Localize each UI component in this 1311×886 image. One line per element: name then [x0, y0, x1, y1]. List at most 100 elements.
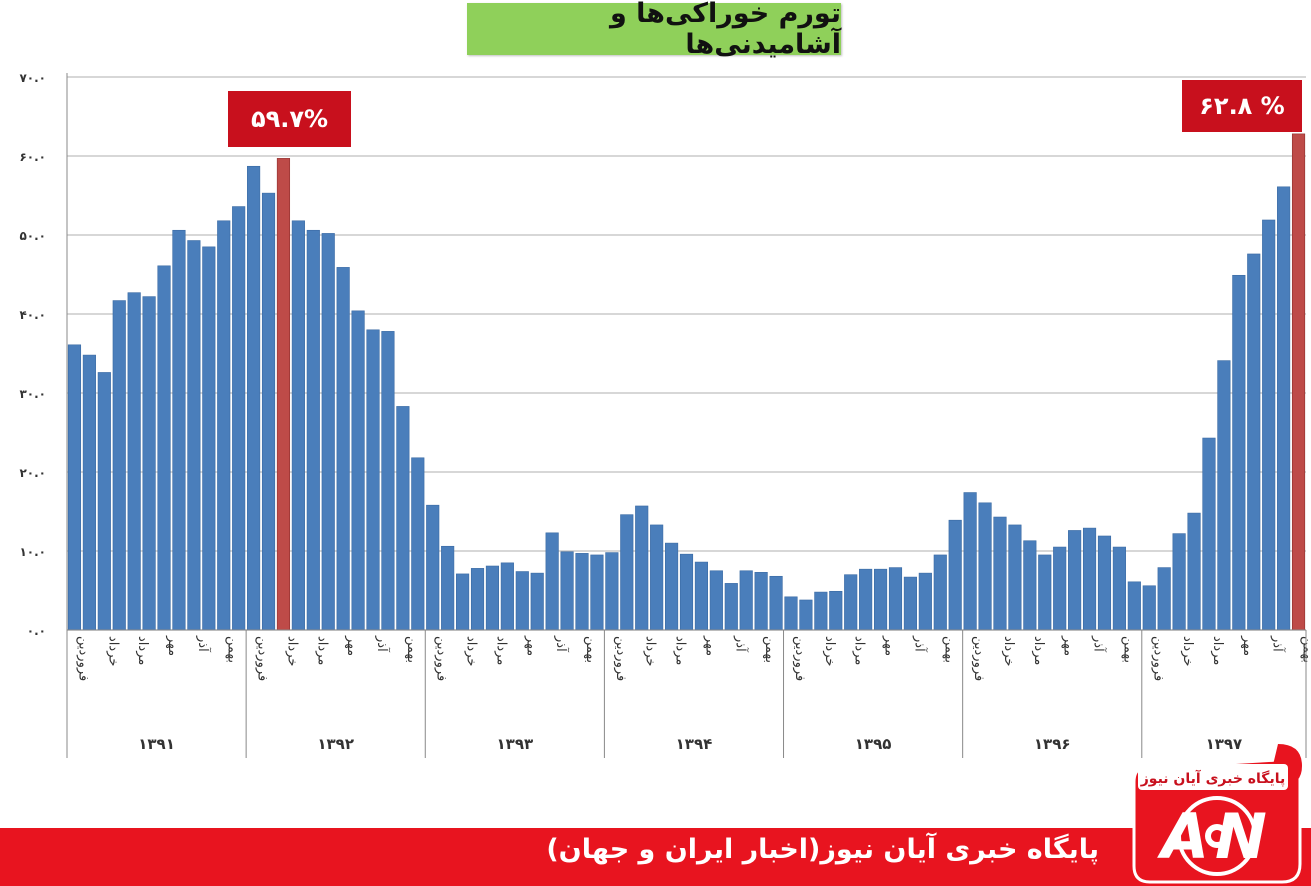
- bar: [650, 524, 664, 631]
- x-tick-label: فروردین: [255, 636, 270, 681]
- year-label: ۱۳۹۶: [1034, 735, 1071, 753]
- peak-1392-label: ۵۹.۷%: [228, 91, 351, 147]
- bar: [829, 590, 843, 631]
- year-label: ۱۳۹۱: [138, 735, 175, 753]
- bar: [456, 573, 470, 631]
- x-tick-label: خرداد: [464, 636, 479, 666]
- bar: [1217, 360, 1231, 631]
- bar: [1023, 540, 1037, 631]
- bar: [620, 514, 634, 631]
- bar: [202, 246, 216, 631]
- x-tick-label: خرداد: [822, 636, 837, 666]
- bar: [694, 561, 708, 631]
- bar: [97, 372, 111, 631]
- bar: [217, 220, 231, 631]
- x-tick-label: مرداد: [1031, 636, 1046, 665]
- x-tick-label: فروردین: [971, 636, 986, 681]
- bar: [814, 591, 828, 631]
- bar: [1142, 585, 1156, 631]
- bar: [754, 572, 768, 631]
- x-tick-label: خرداد: [1180, 636, 1195, 666]
- bar: [918, 572, 932, 631]
- bar: [396, 406, 410, 631]
- bar: [799, 599, 813, 631]
- bar: [724, 583, 738, 631]
- x-tick-label: فروردین: [792, 636, 807, 681]
- bar: [306, 229, 320, 631]
- x-tick-label: مرداد: [135, 636, 150, 665]
- bar: [1038, 554, 1052, 631]
- bar: [859, 568, 873, 631]
- bar: [784, 596, 798, 631]
- bar: [1068, 530, 1082, 631]
- x-tick-label: مهر: [1061, 635, 1076, 656]
- x-tick-label: بهمن: [1120, 636, 1135, 663]
- x-tick-label: مرداد: [493, 636, 508, 665]
- x-tick-label: آذر: [553, 635, 570, 653]
- bar: [247, 165, 261, 631]
- y-tick-label: ۲۰.۰: [19, 466, 46, 480]
- x-tick-label: بهمن: [941, 636, 956, 663]
- bar: [366, 329, 380, 631]
- bar: [500, 562, 514, 631]
- bar: [1008, 524, 1022, 631]
- bar: [933, 554, 947, 631]
- bar: [67, 344, 82, 631]
- bar: [336, 267, 350, 631]
- x-tick-label: فروردین: [434, 636, 449, 681]
- bar: [1127, 581, 1141, 631]
- y-tick-label: ۷۰.۰: [19, 71, 46, 85]
- bar: [545, 532, 559, 631]
- y-tick-label: ۱۰.۰: [19, 545, 46, 559]
- x-tick-label: مرداد: [673, 636, 688, 665]
- x-tick-label: آذر: [1270, 635, 1287, 653]
- bar: [291, 220, 305, 631]
- bar: [530, 572, 544, 631]
- bar: [112, 300, 126, 631]
- x-tick-label: بهمن: [762, 636, 777, 663]
- x-tick-label: مهر: [882, 635, 897, 656]
- bar-highlight: [1291, 133, 1306, 631]
- bar: [1097, 535, 1112, 631]
- y-tick-label: ۵۰.۰: [19, 229, 46, 243]
- bar: [1172, 533, 1186, 631]
- x-tick-label: بهمن: [1300, 636, 1311, 663]
- x-tick-label: آذر: [1091, 635, 1108, 653]
- bar: [844, 574, 858, 631]
- x-tick-label: خرداد: [105, 636, 120, 666]
- bar: [590, 554, 604, 631]
- bar: [575, 553, 589, 631]
- bar-highlight: [276, 158, 291, 631]
- bar: [1082, 527, 1097, 631]
- bar: [709, 570, 723, 631]
- bar: [127, 292, 141, 631]
- x-tick-label: مهر: [165, 635, 180, 656]
- bar: [381, 331, 395, 631]
- x-tick-label: مرداد: [314, 636, 329, 665]
- ayan-news-logo: پایگاه خبری آیان نیوز AN: [1132, 744, 1302, 884]
- x-tick-label: آذر: [195, 635, 212, 653]
- x-tick-label: فروردین: [1150, 636, 1165, 681]
- food-inflation-chart: ۰.۰ ۱۰.۰ ۲۰.۰ ۳۰.۰ ۴۰.۰ ۵۰.۰ ۶۰.۰ ۷۰.۰ ۱۳۹۱ فرورد…: [19, 71, 1311, 758]
- x-tick-label: مهر: [702, 635, 717, 656]
- bar: [351, 310, 365, 631]
- logo-text: پایگاه خبری آیان نیوز: [1140, 769, 1285, 787]
- bar: [187, 240, 201, 631]
- bar: [769, 575, 783, 631]
- bar: [1053, 546, 1067, 631]
- bar: [993, 516, 1007, 631]
- bar: [426, 504, 440, 631]
- x-tick-label: آذر: [374, 635, 391, 653]
- footer-bar: پایگاه خبری آیان نیوز(اخبار ایران و جهان…: [0, 828, 1311, 886]
- x-tick-label: خرداد: [643, 636, 658, 666]
- bar: [470, 568, 485, 631]
- x-tick-label: خرداد: [1001, 636, 1016, 666]
- bar: [1262, 219, 1276, 631]
- axes: ۰.۰ ۱۰.۰ ۲۰.۰ ۳۰.۰ ۴۰.۰ ۵۰.۰ ۶۰.۰ ۷۰.۰ ۱۳۹۱ فرورد…: [19, 71, 1311, 758]
- bar: [1157, 567, 1171, 631]
- bar: [873, 568, 888, 631]
- bar: [560, 551, 574, 631]
- bar: [1232, 274, 1246, 631]
- y-tick-label: ۴۰.۰: [19, 308, 46, 322]
- bar: [1247, 253, 1261, 631]
